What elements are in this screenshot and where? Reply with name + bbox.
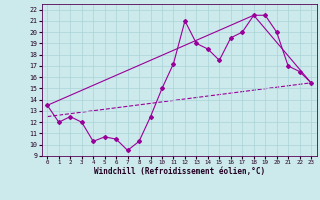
X-axis label: Windchill (Refroidissement éolien,°C): Windchill (Refroidissement éolien,°C) (94, 167, 265, 176)
